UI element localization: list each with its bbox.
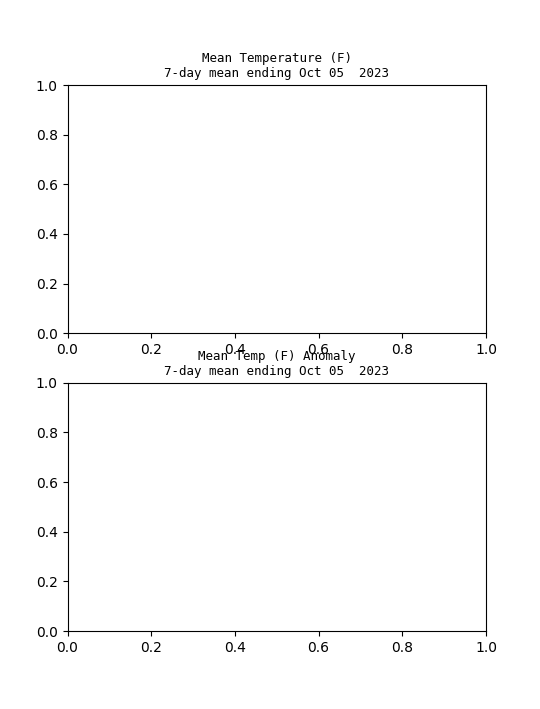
Title: Mean Temp (F) Anomaly
7-day mean ending Oct 05  2023: Mean Temp (F) Anomaly 7-day mean ending … [164,350,389,377]
Title: Mean Temperature (F)
7-day mean ending Oct 05  2023: Mean Temperature (F) 7-day mean ending O… [164,52,389,79]
